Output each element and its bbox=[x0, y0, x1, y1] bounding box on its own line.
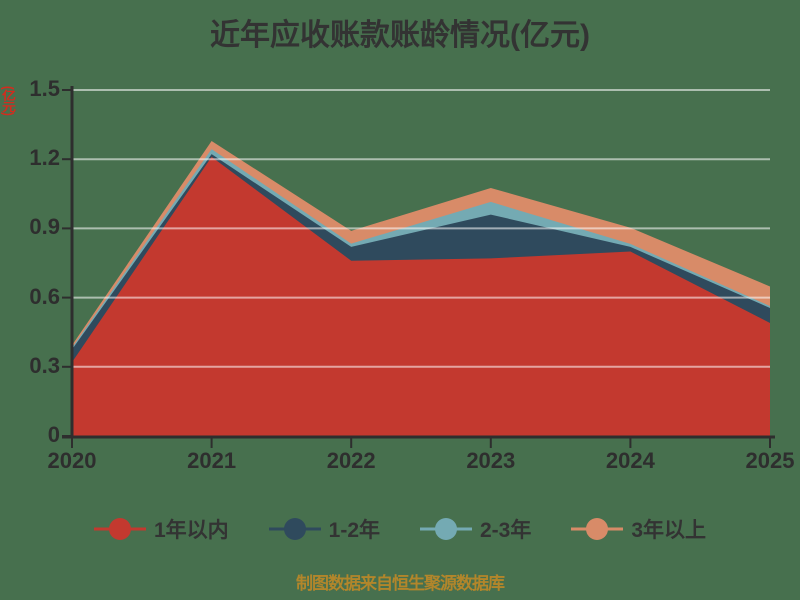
legend-label: 3年以上 bbox=[631, 519, 707, 542]
legend-item-within-1-year[interactable]: 1年以内 bbox=[93, 514, 229, 544]
legend-marker-icon bbox=[420, 518, 472, 540]
data-source-note: 制图数据来自恒生聚源数据库 bbox=[296, 574, 505, 593]
legend-item-2-3-years[interactable]: 2-3年 bbox=[420, 514, 531, 544]
legend-label: 1年以内 bbox=[153, 519, 229, 542]
y-tick-label: 0.6 bbox=[29, 283, 60, 309]
legend-label: 2-3年 bbox=[480, 519, 532, 542]
x-tick-label: 2023 bbox=[466, 448, 516, 473]
y-tick-label: 0 bbox=[47, 422, 60, 447]
legend-marker-icon bbox=[268, 518, 321, 540]
chart-title: 近年应收账款账龄情况(亿元) bbox=[210, 19, 590, 52]
x-tick-label: 2025 bbox=[745, 448, 795, 473]
legend: 1年以内 1-2年 2-3年 3年以上 bbox=[0, 514, 800, 544]
y-axis-unit-label: (亿元) bbox=[1, 86, 17, 116]
legend-marker-icon bbox=[93, 518, 146, 540]
x-tick-label: 2022 bbox=[326, 448, 376, 473]
legend-item-1-2-years[interactable]: 1-2年 bbox=[268, 514, 380, 544]
legend-marker-icon bbox=[571, 518, 624, 540]
y-tick-label: 1.2 bbox=[29, 145, 60, 171]
legend-item-over-3-years[interactable]: 3年以上 bbox=[571, 514, 706, 544]
legend-label: 1-2年 bbox=[328, 519, 380, 542]
y-tick-label: 0.9 bbox=[29, 214, 60, 240]
x-tick-label: 2021 bbox=[187, 448, 237, 473]
y-tick-label: 0.3 bbox=[29, 352, 60, 378]
x-tick-label: 2020 bbox=[47, 448, 97, 473]
x-tick-label: 2024 bbox=[605, 448, 655, 473]
y-tick-label: 1.5 bbox=[29, 76, 60, 101]
